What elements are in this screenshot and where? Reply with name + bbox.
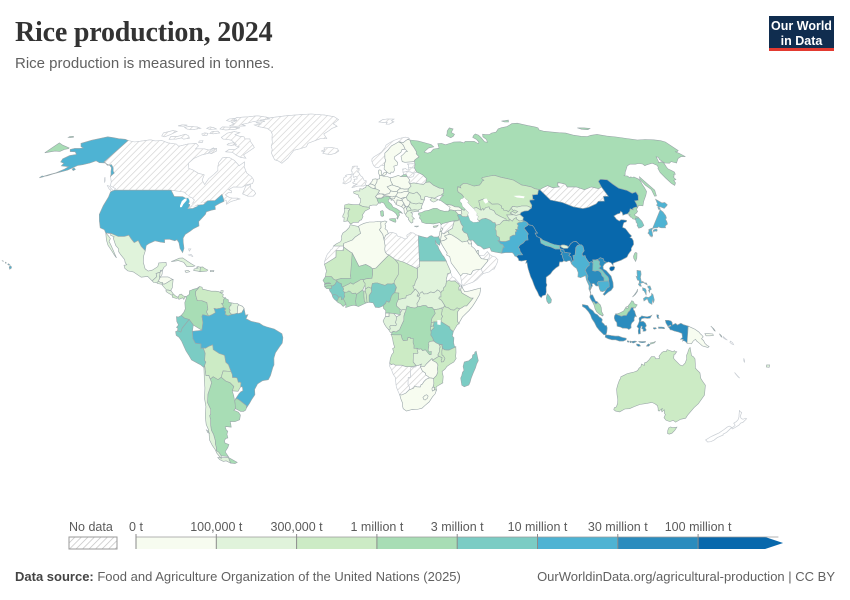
svg-text:3 million t: 3 million t xyxy=(431,520,484,534)
svg-text:300,000 t: 300,000 t xyxy=(271,520,324,534)
svg-text:1 million t: 1 million t xyxy=(351,520,404,534)
svg-text:100,000 t: 100,000 t xyxy=(190,520,243,534)
svg-text:100 million t: 100 million t xyxy=(665,520,732,534)
svg-text:No data: No data xyxy=(69,520,113,534)
svg-text:30 million t: 30 million t xyxy=(588,520,648,534)
svg-text:0 t: 0 t xyxy=(129,520,143,534)
svg-text:10 million t: 10 million t xyxy=(508,520,568,534)
